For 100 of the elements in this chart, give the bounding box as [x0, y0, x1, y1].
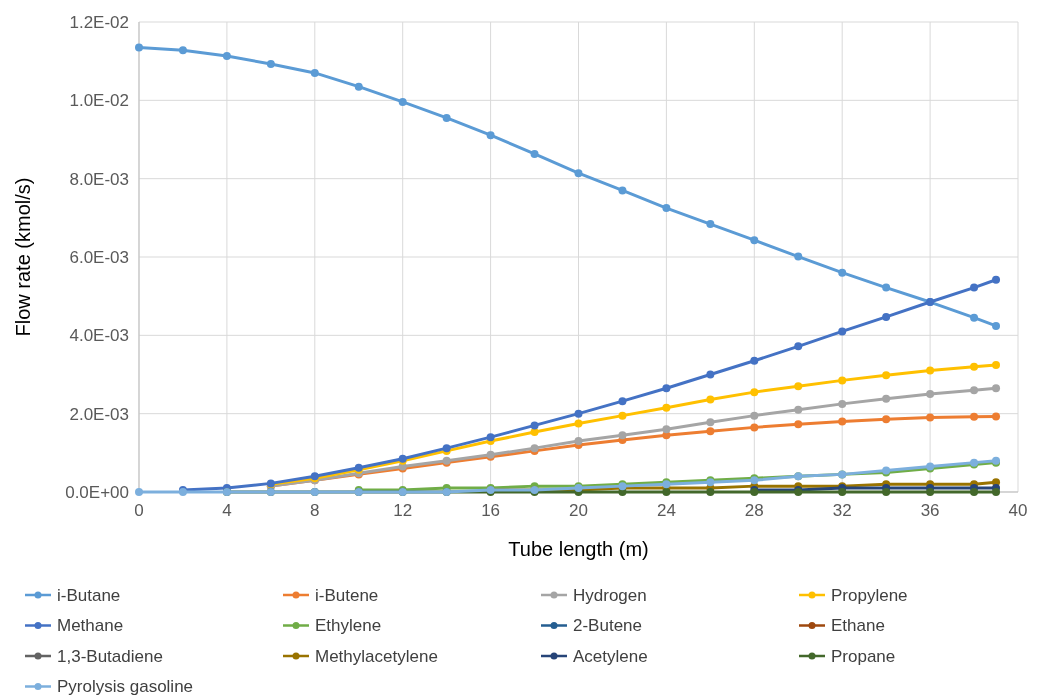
legend-label: Methylacetylene: [315, 646, 438, 666]
point: [662, 488, 671, 496]
point: [970, 488, 979, 496]
y-axis-title: Flow rate (kmol/s): [12, 177, 34, 337]
point: [706, 395, 715, 404]
legend-label: i-Butane: [57, 585, 121, 605]
legend-label: Pyrolysis gasoline: [57, 677, 194, 697]
point: [442, 113, 451, 122]
point: [574, 409, 583, 418]
legend-label: Ethylene: [315, 616, 382, 636]
point: [926, 488, 935, 496]
point: [706, 427, 715, 436]
point: [882, 394, 891, 403]
point: [486, 433, 495, 442]
point: [838, 376, 847, 385]
x-tick-label: 36: [920, 501, 940, 520]
point: [992, 412, 1001, 421]
point: [574, 169, 583, 178]
x-tick-label: 24: [656, 501, 676, 520]
point: [882, 415, 891, 424]
point: [706, 488, 715, 496]
x-axis-title: Tube length (m): [508, 538, 649, 560]
point: [992, 488, 1001, 496]
point: [992, 275, 1001, 284]
point: [135, 488, 143, 496]
y-tick-label: 4.0E-03: [69, 326, 129, 346]
point: [706, 220, 715, 229]
point: [926, 390, 935, 399]
point: [750, 236, 759, 245]
point: [882, 312, 891, 321]
point: [574, 437, 583, 446]
point: [992, 361, 1001, 370]
point: [970, 362, 979, 371]
point: [970, 412, 979, 421]
x-tick-label: 0: [134, 501, 144, 520]
point: [178, 46, 187, 55]
point: [574, 419, 583, 428]
point: [970, 283, 979, 292]
point: [530, 421, 539, 430]
legend-label: Acetylene: [573, 646, 648, 666]
point: [794, 405, 803, 414]
legend-label: 2-Butene: [573, 616, 642, 636]
point: [794, 342, 803, 351]
point: [618, 186, 627, 195]
point: [706, 370, 715, 379]
point: [530, 428, 539, 437]
point: [530, 149, 539, 158]
point: [618, 431, 627, 440]
point: [926, 413, 935, 422]
point: [838, 327, 847, 336]
x-tick-label: 32: [832, 501, 852, 520]
point: [750, 411, 759, 420]
point: [618, 397, 627, 406]
point: [486, 131, 495, 140]
point: [882, 371, 891, 380]
point: [750, 356, 759, 365]
legend-label: Propylene: [831, 585, 908, 605]
point: [838, 488, 847, 496]
y-tick-label: 2.0E-03: [69, 404, 129, 424]
point: [838, 268, 847, 277]
point: [662, 204, 671, 213]
x-tick-label: 8: [310, 501, 320, 520]
point: [794, 252, 803, 261]
x-tick-label: 16: [481, 501, 501, 520]
x-tick-label: 12: [393, 501, 413, 520]
y-tick-label: 6.0E-03: [69, 247, 129, 267]
point: [926, 366, 935, 375]
point: [992, 384, 1001, 393]
y-tick-label: 0.0E+00: [65, 482, 129, 502]
point: [882, 283, 891, 292]
legend-label: Methane: [57, 616, 124, 636]
point: [970, 386, 979, 395]
x-tick-label: 28: [744, 501, 764, 520]
x-tick-label: 4: [222, 501, 232, 520]
point: [618, 411, 627, 420]
y-tick-label: 1.0E-02: [69, 91, 129, 111]
point: [310, 68, 319, 77]
point: [750, 388, 759, 397]
legend-label: 1,3-Butadiene: [57, 646, 163, 666]
point: [266, 59, 275, 68]
point: [970, 313, 979, 322]
point: [222, 52, 231, 61]
x-tick-label: 40: [1008, 501, 1028, 520]
point: [882, 488, 891, 496]
point: [398, 97, 407, 106]
x-tick-label: 20: [569, 501, 588, 520]
point: [135, 43, 143, 52]
legend-label: Propane: [831, 646, 896, 666]
point: [992, 321, 1001, 330]
point: [794, 420, 803, 429]
legend-label: i-Butene: [315, 585, 379, 605]
point: [794, 382, 803, 391]
legend-label: Ethane: [831, 616, 885, 636]
point: [662, 384, 671, 393]
point: [706, 418, 715, 427]
y-tick-label: 1.2E-02: [69, 12, 129, 32]
point: [354, 82, 363, 91]
point: [838, 417, 847, 426]
point: [662, 425, 671, 434]
legend-label: Hydrogen: [573, 585, 647, 605]
